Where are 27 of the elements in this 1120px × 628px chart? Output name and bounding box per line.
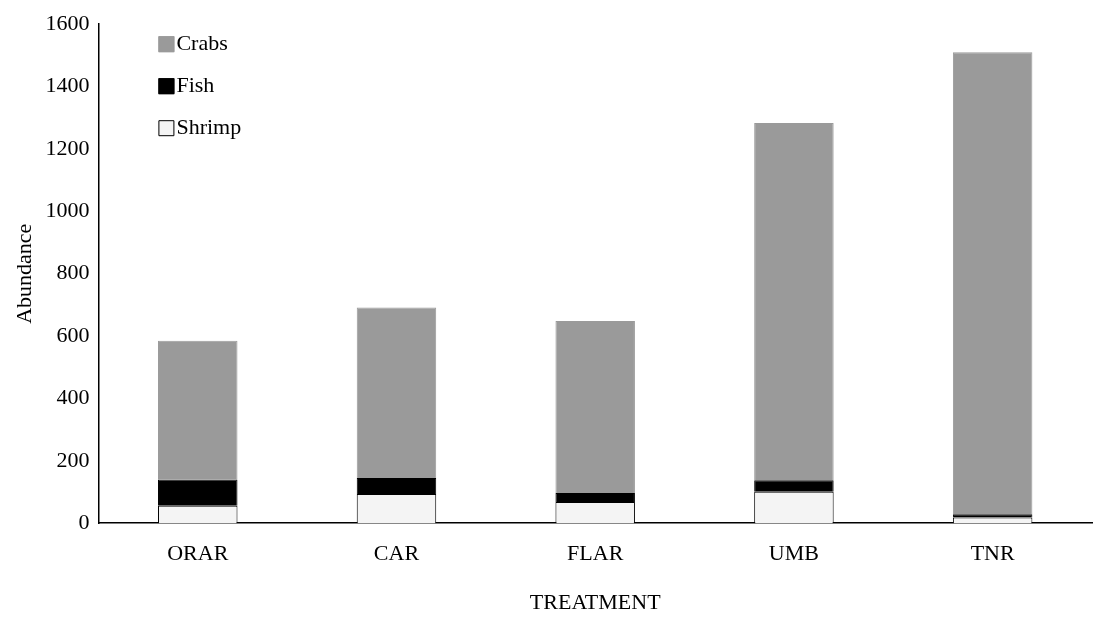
x-tick-label: CAR: [373, 540, 420, 566]
y-tick-label: 600: [56, 321, 90, 347]
x-tick-label: UMB: [768, 540, 819, 566]
legend-label: Crabs: [176, 29, 228, 55]
bar: [555, 321, 635, 493]
y-axis-title: Abundance: [10, 223, 36, 324]
x-tick-label: TNR: [970, 540, 1015, 566]
y-tick-label: 400: [56, 384, 90, 410]
bar: [158, 479, 238, 506]
y-tick-label: 1400: [45, 72, 90, 98]
bar: [555, 492, 635, 502]
y-tick-label: 0: [78, 508, 90, 534]
y-tick-label: 1200: [45, 134, 90, 160]
y-tick-label: 1600: [45, 9, 90, 35]
legend-label: Shrimp: [176, 113, 242, 139]
bar: [952, 52, 1033, 515]
legend-label: Fish: [176, 71, 215, 97]
y-tick-label: 800: [56, 259, 90, 285]
bar: [158, 340, 238, 480]
bar: [754, 480, 834, 492]
y-tick-label: 200: [56, 446, 90, 472]
y-tick-label: 1000: [45, 197, 90, 223]
x-tick-label: ORAR: [167, 540, 229, 566]
x-tick-label: FLAR: [567, 540, 624, 566]
bar: [356, 307, 437, 478]
bar: [754, 123, 834, 481]
x-axis-title: TREATMENT: [529, 588, 662, 614]
